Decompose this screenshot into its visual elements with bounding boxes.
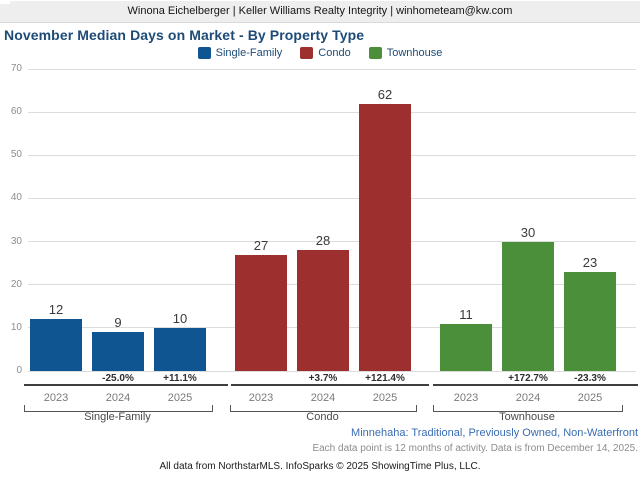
group-bracket <box>24 405 213 412</box>
bar[interactable] <box>440 323 492 371</box>
bar-value-label: 10 <box>172 310 188 326</box>
y-axis-label: 50 <box>10 149 22 161</box>
y-axis-label: 20 <box>10 278 22 290</box>
group-label: Single-Family <box>84 411 151 423</box>
pct-change-label: -23.3% <box>574 373 606 384</box>
group-label: Townhouse <box>499 411 555 423</box>
gridline <box>28 154 636 156</box>
year-label: 2024 <box>310 392 336 404</box>
bar-value-label: 28 <box>315 233 331 249</box>
chart-legend: Single-Family Condo Townhouse <box>0 45 640 61</box>
legend-item-label: Townhouse <box>386 47 443 59</box>
group-axis-line <box>231 384 429 386</box>
header-notch <box>0 0 10 4</box>
legend-item-label: Condo <box>318 47 351 59</box>
legend-item-condo[interactable]: Condo <box>300 47 351 59</box>
bar-value-label: 62 <box>377 86 393 102</box>
bar-value-label: 11 <box>459 306 473 322</box>
gridline <box>28 241 636 243</box>
year-label: 2024 <box>105 392 131 404</box>
chart-title: November Median Days on Market - By Prop… <box>4 27 365 43</box>
bar[interactable] <box>235 254 287 371</box>
y-axis-label: 30 <box>10 235 22 247</box>
gridline <box>28 68 636 70</box>
pct-change-label: +11.1% <box>163 373 197 384</box>
gridline <box>28 197 636 199</box>
group-axis-line <box>433 384 638 386</box>
year-label: 2025 <box>577 392 603 404</box>
year-label: 2024 <box>515 392 541 404</box>
legend-item-single-family[interactable]: Single-Family <box>197 47 283 59</box>
y-axis-label: 0 <box>16 365 22 376</box>
year-label: 2025 <box>372 392 398 404</box>
pct-change-label: +3.7% <box>308 373 338 384</box>
bar[interactable] <box>297 250 349 371</box>
gridline <box>28 370 636 372</box>
pct-change-label: -25.0% <box>102 373 134 384</box>
y-axis-label: 70 <box>10 63 22 74</box>
group-bracket <box>230 405 417 412</box>
pct-change-label: +172.7% <box>508 373 548 384</box>
year-label: 2023 <box>248 392 274 404</box>
year-label: 2023 <box>453 392 479 404</box>
group-label: Condo <box>306 411 339 423</box>
bar-value-label: 12 <box>48 302 64 318</box>
y-axis-label: 10 <box>10 321 22 333</box>
legend-item-townhouse[interactable]: Townhouse <box>368 47 443 59</box>
pct-change-label: +121.4% <box>365 373 405 384</box>
y-axis-label: 60 <box>10 106 22 118</box>
group-axis-line <box>24 384 228 386</box>
group-bracket <box>433 405 623 412</box>
broker-header-text: Winona Eichelberger | Keller Williams Re… <box>127 5 513 17</box>
bar-value-label: 27 <box>253 237 269 253</box>
bar-value-label: 23 <box>582 254 598 270</box>
filter-description: Minnehaha: Traditional, Previously Owned… <box>351 427 638 439</box>
year-label: 2023 <box>43 392 69 404</box>
broker-header: Winona Eichelberger | Keller Williams Re… <box>0 1 640 23</box>
bar-value-label: 9 <box>114 315 122 331</box>
data-note: Each data point is 12 months of activity… <box>312 443 638 454</box>
bar[interactable] <box>502 241 554 371</box>
bar[interactable] <box>564 271 616 371</box>
bar-value-label: 30 <box>520 224 536 240</box>
y-axis-label: 40 <box>10 192 22 204</box>
bar[interactable] <box>92 332 144 371</box>
legend-swatch-icon <box>197 47 211 59</box>
attribution: All data from NorthstarMLS. InfoSparks ©… <box>159 461 481 472</box>
gridline <box>28 111 636 113</box>
year-label: 2025 <box>167 392 193 404</box>
legend-item-label: Single-Family <box>215 47 283 59</box>
bar[interactable] <box>154 327 206 371</box>
legend-swatch-icon <box>300 47 314 59</box>
legend-swatch-icon <box>368 47 382 59</box>
bar[interactable] <box>30 319 82 371</box>
bar[interactable] <box>359 103 411 371</box>
